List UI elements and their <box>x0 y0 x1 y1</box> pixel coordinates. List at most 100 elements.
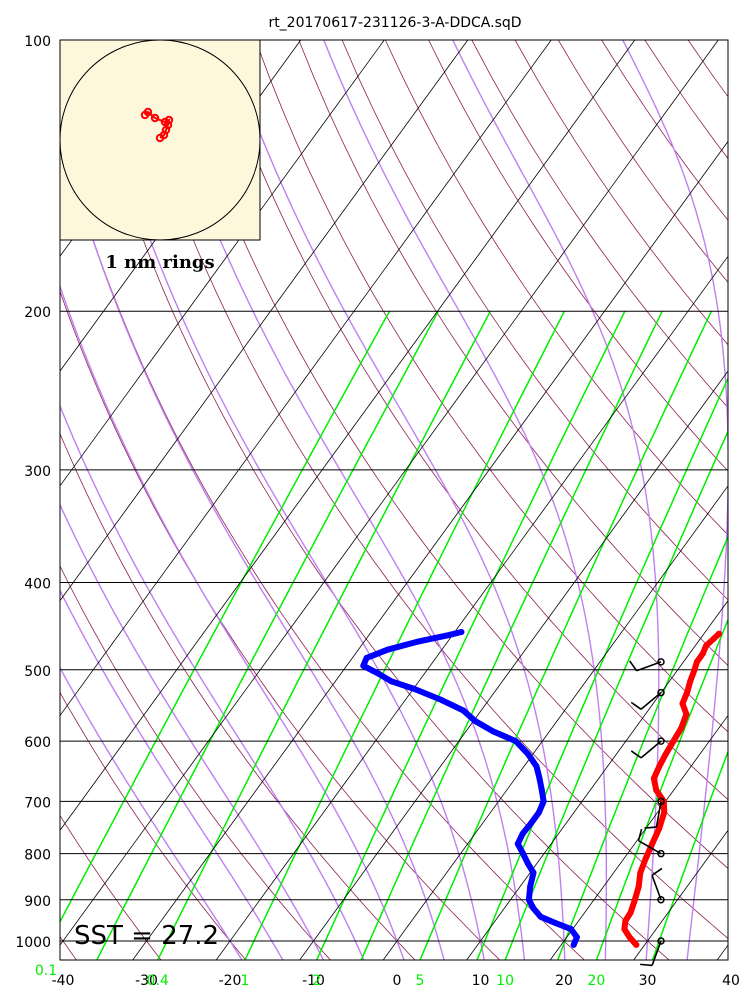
chart-title: rt_20170617-231126-3-A-DDCA.sqD <box>268 15 521 31</box>
moist-adiabat-line <box>225 40 566 960</box>
dewpoint-point <box>472 718 479 725</box>
dry-adiabat-line <box>60 290 501 960</box>
mixing-ratio-tick-label: 2 <box>312 973 321 989</box>
wind-barb <box>644 797 665 829</box>
temperature-point <box>710 635 717 642</box>
moist-adiabat-line <box>323 40 608 960</box>
sst-label: SST = 27.2 <box>74 921 219 951</box>
temperature-point <box>691 666 698 673</box>
wind-barb <box>640 937 665 967</box>
temperature-point <box>687 678 694 685</box>
dewpoint-point <box>527 883 534 890</box>
wind-barb-flag <box>630 701 642 710</box>
dry-adiabat-line <box>428 40 728 472</box>
temperature-point <box>699 650 706 657</box>
temperature-point <box>621 926 628 933</box>
mixing-ratio-tick-label: 5 <box>416 973 425 989</box>
dewpoint-point <box>388 678 395 685</box>
dewpoint-point <box>363 654 370 661</box>
isobars <box>60 39 728 942</box>
dewpoint-point <box>360 662 367 669</box>
dewpoint-point <box>384 646 391 653</box>
isotherm-line <box>215 255 728 960</box>
dewpoint-point <box>536 775 543 782</box>
pressure-tick-label: 600 <box>24 735 51 751</box>
hodograph-label: 1 nm rings <box>105 252 214 273</box>
isotherm-line <box>299 370 728 960</box>
moist-adiabat-line <box>60 404 365 960</box>
mixing-ratio-line <box>157 310 491 960</box>
isotherm-line <box>633 829 728 960</box>
dewpoint-point <box>525 896 532 903</box>
isotherm-line <box>382 485 728 960</box>
hodograph <box>59 39 261 241</box>
dewpoint-point <box>415 638 422 645</box>
pressure-tick-label: 1000 <box>15 935 51 951</box>
dewpoint-point <box>514 840 521 847</box>
moist-adiabat-line <box>149 40 526 960</box>
temperature-line <box>621 630 722 948</box>
temperature-point <box>627 909 634 916</box>
moist-adiabat-line <box>727 957 728 960</box>
temperature-point <box>661 809 668 816</box>
dewpoint-point <box>540 798 547 805</box>
temperature-tick-label: -40 <box>52 973 75 989</box>
temperature-tick-label: 0 <box>393 973 402 989</box>
wind-barb-shaft <box>636 661 662 672</box>
isotherm-line <box>549 714 728 960</box>
temperature-point <box>670 738 677 745</box>
dewpoint-profile <box>360 629 580 948</box>
dewpoint-point <box>444 632 451 639</box>
dewpoint-point <box>538 787 545 794</box>
wind-barbs <box>629 658 665 967</box>
moist-adiabats <box>60 40 728 960</box>
hodograph-point <box>150 113 160 123</box>
wind-barb-shaft <box>638 839 662 855</box>
dry-adiabat-line <box>255 40 728 733</box>
temperature-point <box>642 855 649 862</box>
wind-barb-shaft <box>640 740 662 759</box>
dewpoint-point <box>489 728 496 735</box>
temperature-point <box>635 883 642 890</box>
isotherm-line <box>466 600 728 960</box>
mixing-ratio-line <box>557 534 728 960</box>
isotherm-line <box>0 40 50 960</box>
isotherm-line <box>60 40 469 602</box>
dewpoint-point <box>519 830 526 837</box>
moist-adiabat-line <box>60 126 445 960</box>
dry-adiabat-line <box>60 127 585 960</box>
moist-adiabat-line <box>60 503 325 960</box>
mixing-ratio-tick-label: 1 <box>240 973 249 989</box>
temperature-tick-label: 40 <box>722 973 740 989</box>
isotherm-line <box>60 40 719 946</box>
temperature-point <box>662 750 669 757</box>
wind-barb-flag <box>644 826 657 829</box>
wind-barb-flag <box>629 660 638 672</box>
mixing-ratio-line <box>595 617 728 960</box>
dewpoint-point <box>458 629 465 636</box>
dewpoint-point <box>512 738 519 745</box>
temperature-point <box>631 896 638 903</box>
mixing-ratio-line <box>476 376 728 960</box>
pressure-tick-label: 500 <box>24 664 51 680</box>
hodograph-point <box>143 107 153 117</box>
dewpoint-point <box>438 696 445 703</box>
temperature-point <box>693 658 700 665</box>
wind-barb-shaft <box>651 940 662 966</box>
dewpoint-point <box>530 869 537 876</box>
dewpoint-point <box>533 763 540 770</box>
mixing-ratio-line <box>96 310 439 960</box>
temperature-point <box>650 775 657 782</box>
dry-adiabat-line <box>731 40 750 960</box>
mixing-ratio-tick-label: 20 <box>587 973 605 989</box>
temperature-axis-labels: -40 -30 -20 -10 0 10 20 30 40 <box>52 973 740 989</box>
mixing-ratio-tick-label: 0.4 <box>147 973 169 989</box>
wind-barb <box>630 737 665 759</box>
dewpoint-point <box>567 926 574 933</box>
temperature-point <box>716 630 723 637</box>
wind-barb <box>637 828 665 858</box>
dry-adiabat-line <box>125 40 728 939</box>
pressure-tick-label: 200 <box>24 305 51 321</box>
isotherm-line <box>716 944 728 960</box>
temperature-point <box>678 724 685 731</box>
